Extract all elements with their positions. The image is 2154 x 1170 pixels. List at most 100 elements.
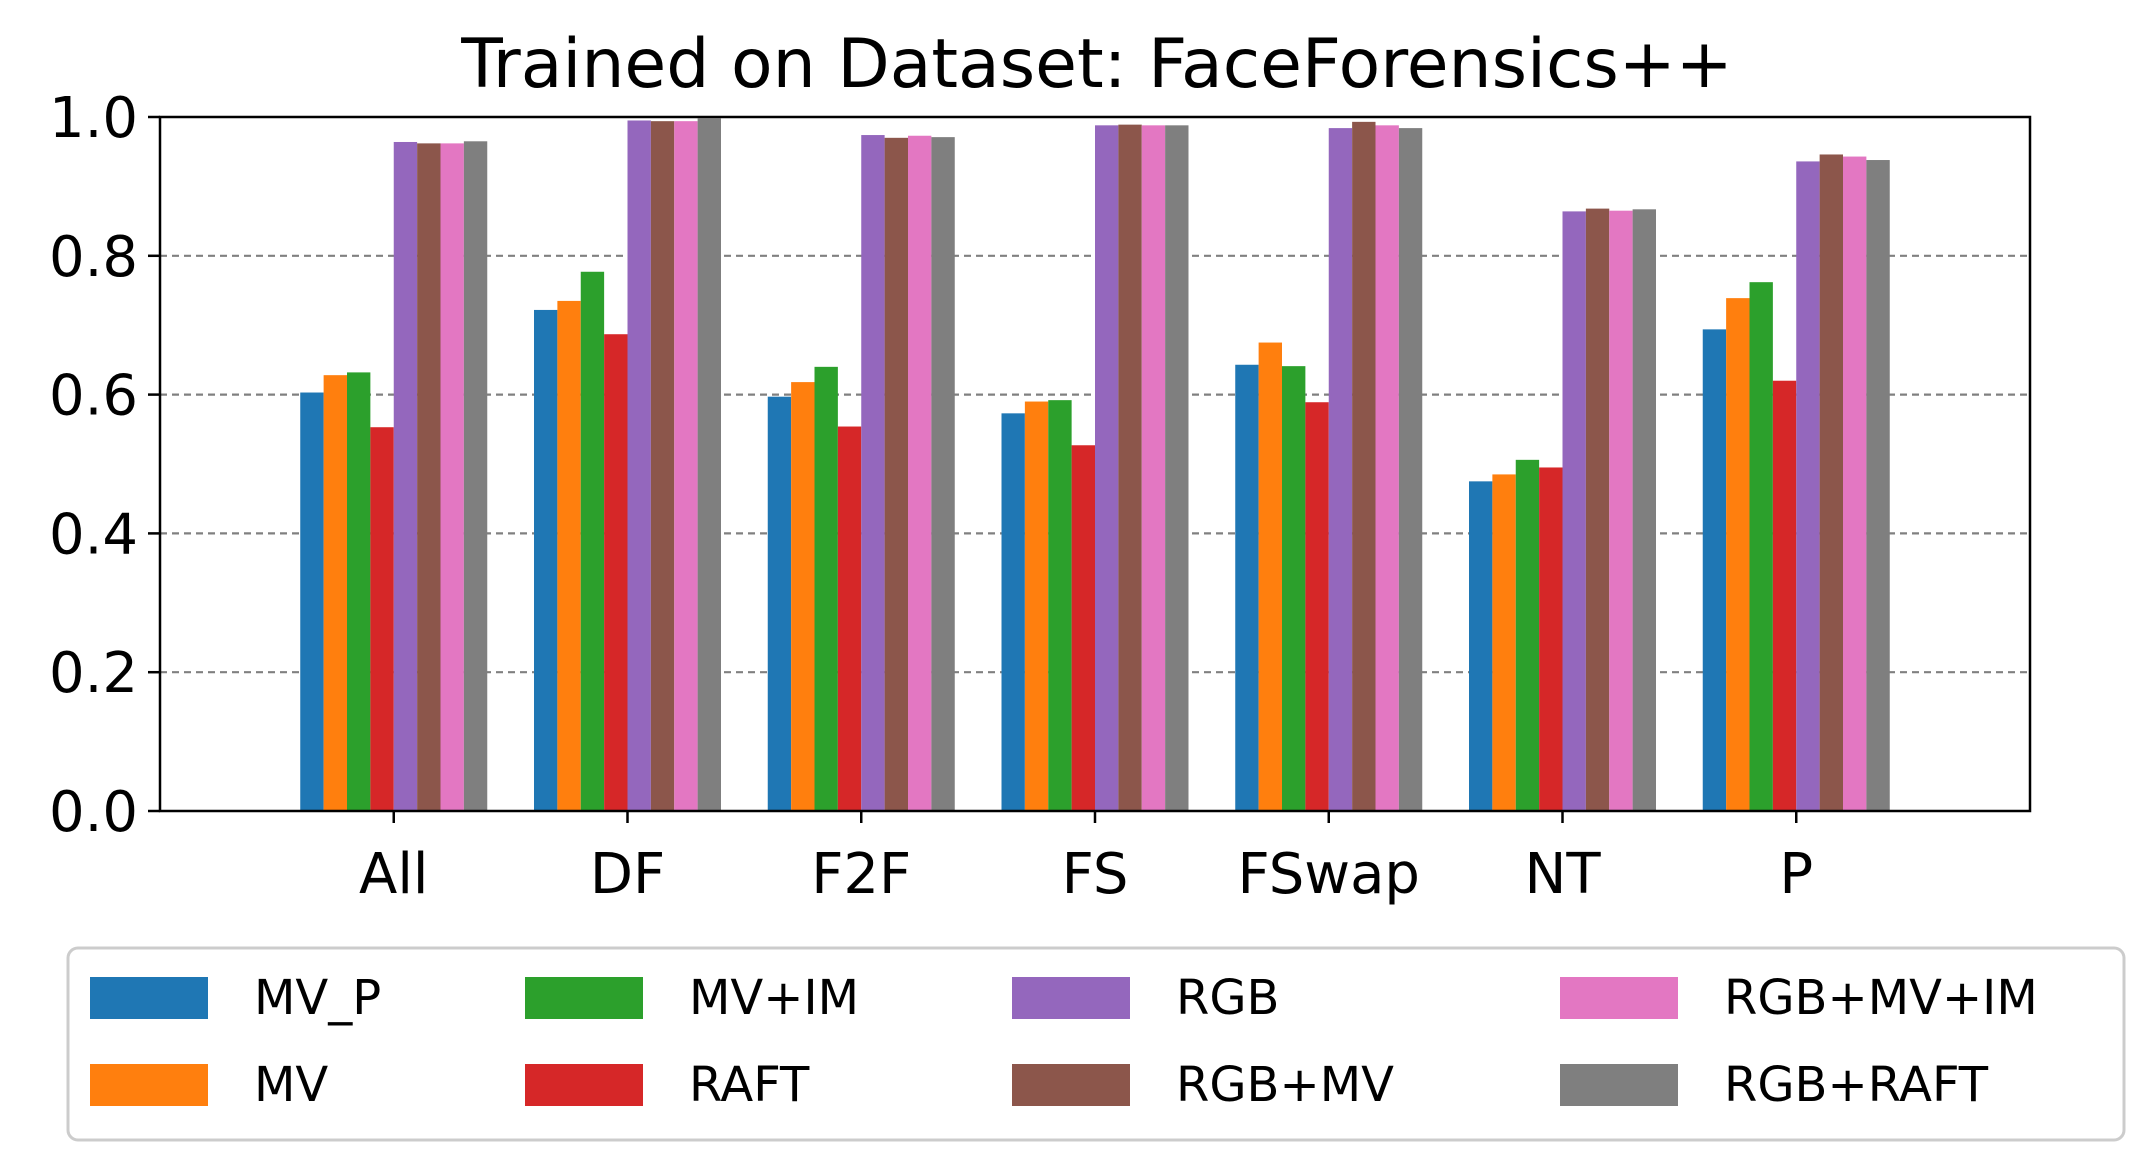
bar-p-rgb-mv <box>1819 154 1843 811</box>
x-axis: All DF F2F FS FSwap NT P <box>359 811 1813 907</box>
legend-label: MV <box>254 1057 328 1113</box>
bar-df-rgb-raft <box>697 118 721 811</box>
bar-nt-mv-im <box>1515 459 1540 811</box>
y-tick-label: 0.0 <box>49 780 138 845</box>
legend-swatch <box>1560 977 1678 1019</box>
bar-f2f-rgb-mv-im <box>908 135 932 811</box>
bar-df-rgb <box>627 120 651 812</box>
bar-all-rgb-raft <box>463 141 488 812</box>
bar-df-mv <box>557 300 581 811</box>
bar-fswap-mv-im <box>1282 366 1306 811</box>
legend-items: MV_P MV MV+IM RAFT RGB RGB+MV RGB+MV+IM RGB+RAF… <box>90 970 2038 1113</box>
bar-nt-mv <box>1492 474 1516 811</box>
bar-f2f-mv-im <box>814 366 838 811</box>
bar-p-mv-p <box>1702 329 1727 811</box>
bar-df-rgb-mv-im <box>674 121 698 811</box>
bar-df-raft <box>604 334 628 811</box>
bar-nt-rgb <box>1562 211 1586 811</box>
legend-item: MV_P <box>90 970 381 1026</box>
legend-item: RAFT <box>525 1057 810 1113</box>
bar-df-rgb-mv <box>650 121 675 811</box>
legend-swatch <box>525 1064 643 1106</box>
bar-p-rgb-raft <box>1866 160 1890 811</box>
bar-fswap-mv-p <box>1235 364 1259 811</box>
bar-p-rgb-mv-im <box>1843 156 1867 812</box>
bar-nt-rgb-raft <box>1632 209 1656 811</box>
x-tick-label: P <box>1779 842 1813 907</box>
bar-df-mv-p <box>534 309 558 811</box>
x-tick-label: FSwap <box>1238 842 1420 907</box>
legend-label: RAFT <box>689 1057 810 1113</box>
bar-fs-rgb-raft <box>1165 125 1189 811</box>
bars <box>300 118 1890 812</box>
legend-item: MV <box>90 1057 328 1113</box>
bar-all-mv <box>323 375 347 811</box>
y-tick-label: 0.8 <box>49 225 138 290</box>
legend-label: MV_P <box>254 970 381 1026</box>
x-tick-label: DF <box>590 842 665 907</box>
bar-fs-mv-p <box>1001 413 1025 811</box>
bar-all-rgb-mv <box>417 143 441 811</box>
legend-swatch <box>1560 1064 1678 1106</box>
bar-fswap-mv <box>1258 342 1282 811</box>
bar-f2f-rgb-raft <box>931 137 955 812</box>
legend-label: MV+IM <box>689 970 859 1026</box>
bar-fs-rgb-mv-im <box>1141 125 1166 811</box>
x-tick-label: All <box>359 842 428 907</box>
bar-nt-rgb-mv-im <box>1609 210 1633 811</box>
bar-p-raft <box>1772 380 1797 811</box>
legend-item: RGB+RAFT <box>1560 1057 1989 1113</box>
bar-nt-raft <box>1539 467 1563 811</box>
bar-nt-rgb-mv <box>1585 208 1610 811</box>
legend-label: RGB+RAFT <box>1724 1057 1989 1113</box>
bar-fswap-rgb-mv-im <box>1375 125 1399 811</box>
bar-fswap-rgb-raft <box>1398 128 1423 811</box>
legend-swatch <box>90 977 208 1019</box>
legend-swatch <box>1012 1064 1130 1106</box>
x-tick-label: FS <box>1062 842 1129 907</box>
y-tick-label: 0.6 <box>49 364 138 429</box>
bar-fswap-rgb <box>1328 128 1353 811</box>
bar-p-rgb <box>1796 161 1820 811</box>
bar-nt-mv-p <box>1469 481 1493 811</box>
bar-all-rgb <box>393 141 418 811</box>
legend: MV_P MV MV+IM RAFT RGB RGB+MV RGB+MV+IM RGB+RAF… <box>66 946 2126 1142</box>
bar-fs-raft <box>1071 445 1095 811</box>
bar-fswap-rgb-mv <box>1352 121 1376 811</box>
legend-label: RGB+MV <box>1176 1057 1394 1113</box>
bar-fs-mv-im <box>1048 400 1072 811</box>
legend-swatch <box>1012 977 1130 1019</box>
bar-fs-mv <box>1024 401 1049 811</box>
bar-all-mv-im <box>347 372 371 811</box>
bar-f2f-rgb-mv <box>884 137 908 811</box>
bar-df-mv-im <box>580 271 605 812</box>
chart-title: Trained on Dataset: FaceForensics++ <box>460 25 1732 104</box>
bar-fswap-raft <box>1305 402 1329 811</box>
legend-item: RGB <box>1012 970 1279 1026</box>
bar-all-rgb-mv-im <box>440 143 464 811</box>
x-tick-label: NT <box>1524 842 1601 907</box>
legend-label: RGB+MV+IM <box>1724 970 2038 1026</box>
bar-p-mv <box>1726 298 1750 811</box>
bar-f2f-mv <box>791 382 815 811</box>
bar-f2f-rgb <box>861 135 885 811</box>
legend-item: RGB+MV <box>1012 1057 1394 1113</box>
bar-fs-rgb-mv <box>1118 124 1142 811</box>
bar-all-raft <box>370 427 394 811</box>
bar-f2f-raft <box>837 426 862 811</box>
bar-fs-rgb <box>1095 125 1119 811</box>
legend-item: RGB+MV+IM <box>1560 970 2038 1026</box>
y-axis: 0.0 0.2 0.4 0.6 0.8 1.0 <box>49 86 160 845</box>
legend-label: RGB <box>1176 970 1279 1026</box>
y-tick-label: 0.4 <box>49 502 138 567</box>
legend-swatch <box>90 1064 208 1106</box>
x-tick-label: F2F <box>811 842 911 907</box>
bar-p-mv-im <box>1749 282 1773 811</box>
y-tick-label: 1.0 <box>49 86 138 151</box>
legend-item: MV+IM <box>525 970 859 1026</box>
legend-swatch <box>525 977 643 1019</box>
y-tick-label: 0.2 <box>49 641 138 706</box>
bar-all-mv-p <box>300 392 324 811</box>
bar-f2f-mv-p <box>767 396 792 811</box>
